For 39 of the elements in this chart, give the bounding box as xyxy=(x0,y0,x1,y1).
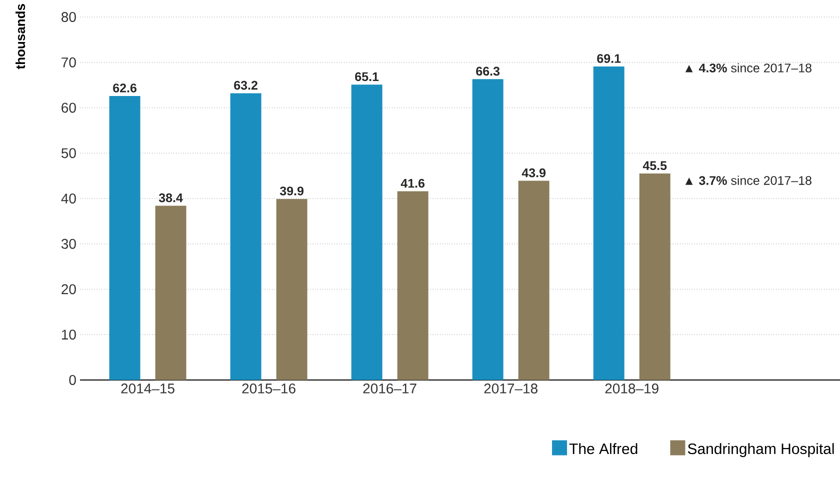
bar xyxy=(276,198,308,380)
data-label: 63.2 xyxy=(234,80,258,90)
bar xyxy=(472,79,504,380)
data-label: 65.1 xyxy=(355,72,379,82)
bar xyxy=(593,66,624,380)
data-label: 69.1 xyxy=(597,54,621,63)
data-label: 62.6 xyxy=(113,84,136,92)
data-label: 45.5 xyxy=(642,161,667,170)
data-label: 41.6 xyxy=(400,178,425,188)
annotation: ▲ 3.7% since 2017–18 xyxy=(685,176,812,185)
data-label: 43.9 xyxy=(522,168,546,178)
bar xyxy=(230,93,262,380)
x-tick-label: 2016–17 xyxy=(363,384,416,394)
legend-label: Sandringham Hospital xyxy=(688,443,834,458)
data-label: 66.3 xyxy=(476,66,500,76)
x-tick-label: 2017–18 xyxy=(484,384,538,394)
bar xyxy=(639,174,670,380)
y-tick-label: 40 xyxy=(61,194,76,204)
y-tick-label: 0 xyxy=(69,375,76,385)
y-tick-label: 50 xyxy=(61,148,76,158)
y-tick-label: 20 xyxy=(62,284,76,294)
y-tick-label: 80 xyxy=(62,12,76,22)
y-tick-label: 60 xyxy=(62,102,76,113)
bar xyxy=(397,191,428,380)
bar xyxy=(109,96,140,380)
x-tick-label: 2014–15 xyxy=(121,384,174,394)
annotation: ▲ 4.3% since 2017–18 xyxy=(685,63,812,72)
y-tick-label: 30 xyxy=(61,238,76,249)
y-tick-label: 70 xyxy=(62,57,76,68)
data-label: 38.4 xyxy=(158,193,183,202)
data-label: 39.9 xyxy=(280,186,304,196)
bar xyxy=(351,84,382,380)
bar xyxy=(155,206,186,380)
x-tick-label: 2015–16 xyxy=(242,384,296,394)
y-tick-label: 10 xyxy=(62,330,76,340)
x-tick-label: 2018–19 xyxy=(605,384,658,394)
bar xyxy=(518,180,550,380)
y-axis-title: thousands xyxy=(16,4,26,70)
legend-label: The Alfred xyxy=(569,443,638,454)
